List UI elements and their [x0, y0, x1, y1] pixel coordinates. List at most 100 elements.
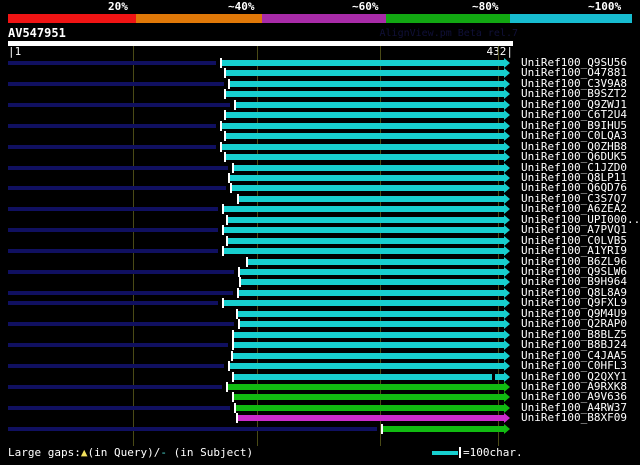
hit-bar[interactable]	[248, 258, 504, 265]
alignment-row[interactable]: UniRef100_Q8LP11	[0, 170, 640, 184]
hit-bar[interactable]	[224, 206, 504, 213]
hit-accession-label[interactable]: UniRef100_Q8LP11	[521, 170, 627, 184]
alignment-row[interactable]: UniRef100_C0LQA3	[0, 129, 640, 143]
hit-bar[interactable]	[240, 269, 504, 275]
hit-bar[interactable]	[230, 174, 504, 181]
hit-accession-label[interactable]: UniRef100_Q9SU56	[521, 56, 627, 69]
hit-bar[interactable]	[224, 300, 504, 307]
hit-accession-label[interactable]: UniRef100_C0HFL3	[521, 359, 627, 373]
alignment-row[interactable]: UniRef100_C0LVB5	[0, 233, 640, 247]
hit-accession-label[interactable]: UniRef100_Q6DUK5	[521, 150, 627, 164]
hit-accession-label[interactable]: UniRef100_C6T2U4	[521, 108, 627, 122]
alignment-row[interactable]: UniRef100_B8BLZ5	[0, 327, 640, 341]
hit-bar[interactable]	[234, 331, 504, 338]
alignment-row[interactable]: UniRef100_B9SZT2	[0, 87, 640, 101]
hit-accession-label[interactable]: UniRef100_A1YRI9	[521, 244, 627, 258]
hit-bar[interactable]	[234, 373, 504, 380]
alignment-row[interactable]: UniRef100_Q6QD76	[0, 181, 640, 195]
hit-accession-label[interactable]: UniRef100_C0LQA3	[521, 129, 627, 143]
hit-bar[interactable]	[239, 289, 504, 296]
alignment-row[interactable]: UniRef100_C3S7Q7	[0, 191, 640, 205]
hit-accession-label[interactable]: UniRef100_Q2RAP0	[521, 317, 627, 331]
hit-accession-label[interactable]: UniRef100_A7PVQ1	[521, 223, 627, 237]
hit-bar[interactable]	[234, 342, 504, 349]
hit-bar[interactable]	[222, 122, 504, 129]
alignment-row[interactable]: UniRef100_A9V636	[0, 390, 640, 404]
hit-accession-label[interactable]: UniRef100_Q2QXY1	[521, 369, 627, 383]
hit-accession-label[interactable]: UniRef100_Q9ZWJ1	[521, 97, 627, 111]
hit-accession-label[interactable]: UniRef100_B8XF09	[521, 411, 627, 425]
alignment-row[interactable]: UniRef100_A1YRI9	[0, 244, 640, 258]
hit-bar[interactable]	[236, 101, 504, 108]
hit-bar[interactable]	[240, 321, 504, 328]
hit-bar[interactable]	[224, 248, 504, 255]
hit-accession-label[interactable]: UniRef100_B8BJ24	[521, 338, 627, 352]
alignment-row[interactable]: UniRef100_C1JZD0	[0, 160, 640, 174]
hit-accession-label[interactable]: UniRef100_C3S7Q7	[521, 191, 627, 205]
alignment-row[interactable]: UniRef100_C6T2U4	[0, 108, 640, 122]
hit-bar[interactable]	[228, 237, 504, 244]
alignment-row[interactable]: UniRef100_UPI000..	[0, 212, 640, 226]
alignment-row[interactable]: UniRef100_B9IHU5	[0, 118, 640, 132]
hit-bar[interactable]	[228, 216, 504, 223]
hit-bar[interactable]	[222, 60, 504, 66]
hit-accession-label[interactable]: UniRef100_Q8L8A9	[521, 285, 627, 299]
hit-bar[interactable]	[222, 143, 504, 150]
hit-bar[interactable]	[226, 70, 504, 77]
alignment-row[interactable]: UniRef100_Q9SLW6	[0, 265, 640, 278]
hit-accession-label[interactable]: UniRef100_UPI000..	[521, 212, 640, 226]
alignment-row[interactable]: UniRef100_Q8L8A9	[0, 285, 640, 299]
alignment-row[interactable]: UniRef100_Q2QXY1	[0, 369, 640, 383]
hit-bar[interactable]	[233, 352, 504, 359]
hit-bar[interactable]	[239, 195, 504, 202]
hit-bar[interactable]	[234, 164, 504, 171]
alignment-row[interactable]: UniRef100_B9H964	[0, 275, 640, 289]
hit-bar[interactable]	[241, 279, 504, 286]
alignment-row[interactable]: UniRef100_O47881	[0, 67, 640, 79]
hit-bar[interactable]	[238, 310, 504, 317]
hit-accession-label[interactable]: UniRef100_A4RW37	[521, 400, 627, 414]
alignment-row[interactable]: UniRef100_Q9ZWJ1	[0, 97, 640, 111]
alignment-row[interactable]: UniRef100_A4RW37	[0, 400, 640, 414]
alignment-row[interactable]: UniRef100_Q9FXL9	[0, 296, 640, 310]
alignment-row[interactable]: UniRef100_Q0ZHB8	[0, 139, 640, 153]
alignment-row[interactable]: UniRef100_Q6DUK5	[0, 150, 640, 164]
hit-bar[interactable]	[226, 154, 504, 161]
alignment-row[interactable]: UniRef100_Q9SU56	[0, 56, 640, 69]
hit-accession-label[interactable]: UniRef100_C3V9A8	[521, 76, 627, 90]
hit-accession-label[interactable]: UniRef100_B9SZT2	[521, 87, 627, 101]
hit-accession-label[interactable]: UniRef100_C1JZD0	[521, 160, 627, 174]
hit-bar[interactable]	[226, 112, 504, 119]
hit-accession-label[interactable]: UniRef100_B9IHU5	[521, 118, 627, 132]
alignment-row[interactable]: UniRef100_B8BJ24	[0, 338, 640, 352]
hit-bar[interactable]	[230, 363, 504, 370]
alignment-row[interactable]: UniRef100_A9RXK8	[0, 381, 640, 392]
hit-accession-label[interactable]: UniRef100_Q6QD76	[521, 181, 627, 195]
alignment-row[interactable]: UniRef100_Q2RAP0	[0, 317, 640, 331]
hit-bar[interactable]	[236, 404, 504, 411]
hit-accession-label[interactable]: UniRef100_Q0ZHB8	[521, 139, 627, 153]
alignment-row[interactable]	[0, 423, 640, 434]
alignment-row[interactable]: UniRef100_B6ZL96	[0, 254, 640, 268]
hit-accession-label[interactable]: UniRef100_A6ZEA2	[521, 202, 627, 216]
hit-bar[interactable]	[234, 394, 504, 401]
hit-accession-label[interactable]: UniRef100_C4JAA5	[521, 348, 627, 362]
hit-accession-label[interactable]: UniRef100_B9H964	[521, 275, 627, 289]
alignment-row[interactable]: UniRef100_B8XF09	[0, 411, 640, 425]
hit-accession-label[interactable]: UniRef100_Q9M4U9	[521, 306, 627, 320]
hit-accession-label[interactable]: UniRef100_Q9FXL9	[521, 296, 627, 310]
alignment-row[interactable]: UniRef100_C4JAA5	[0, 348, 640, 362]
hit-bar[interactable]	[224, 227, 504, 234]
alignment-row[interactable]: UniRef100_A6ZEA2	[0, 202, 640, 216]
hit-accession-label[interactable]: UniRef100_B8BLZ5	[521, 327, 627, 341]
hit-accession-label[interactable]: UniRef100_C0LVB5	[521, 233, 627, 247]
hit-accession-label[interactable]: UniRef100_Q9SLW6	[521, 265, 627, 278]
hit-accession-label[interactable]: UniRef100_A9V636	[521, 390, 627, 404]
alignment-row[interactable]: UniRef100_C3V9A8	[0, 76, 640, 90]
alignment-row[interactable]: UniRef100_Q9M4U9	[0, 306, 640, 320]
hit-bar[interactable]	[228, 383, 504, 390]
hit-bar[interactable]	[226, 91, 504, 98]
alignment-row[interactable]: UniRef100_A7PVQ1	[0, 223, 640, 237]
hit-bar[interactable]	[232, 185, 504, 192]
hit-accession-label[interactable]: UniRef100_B6ZL96	[521, 254, 627, 268]
